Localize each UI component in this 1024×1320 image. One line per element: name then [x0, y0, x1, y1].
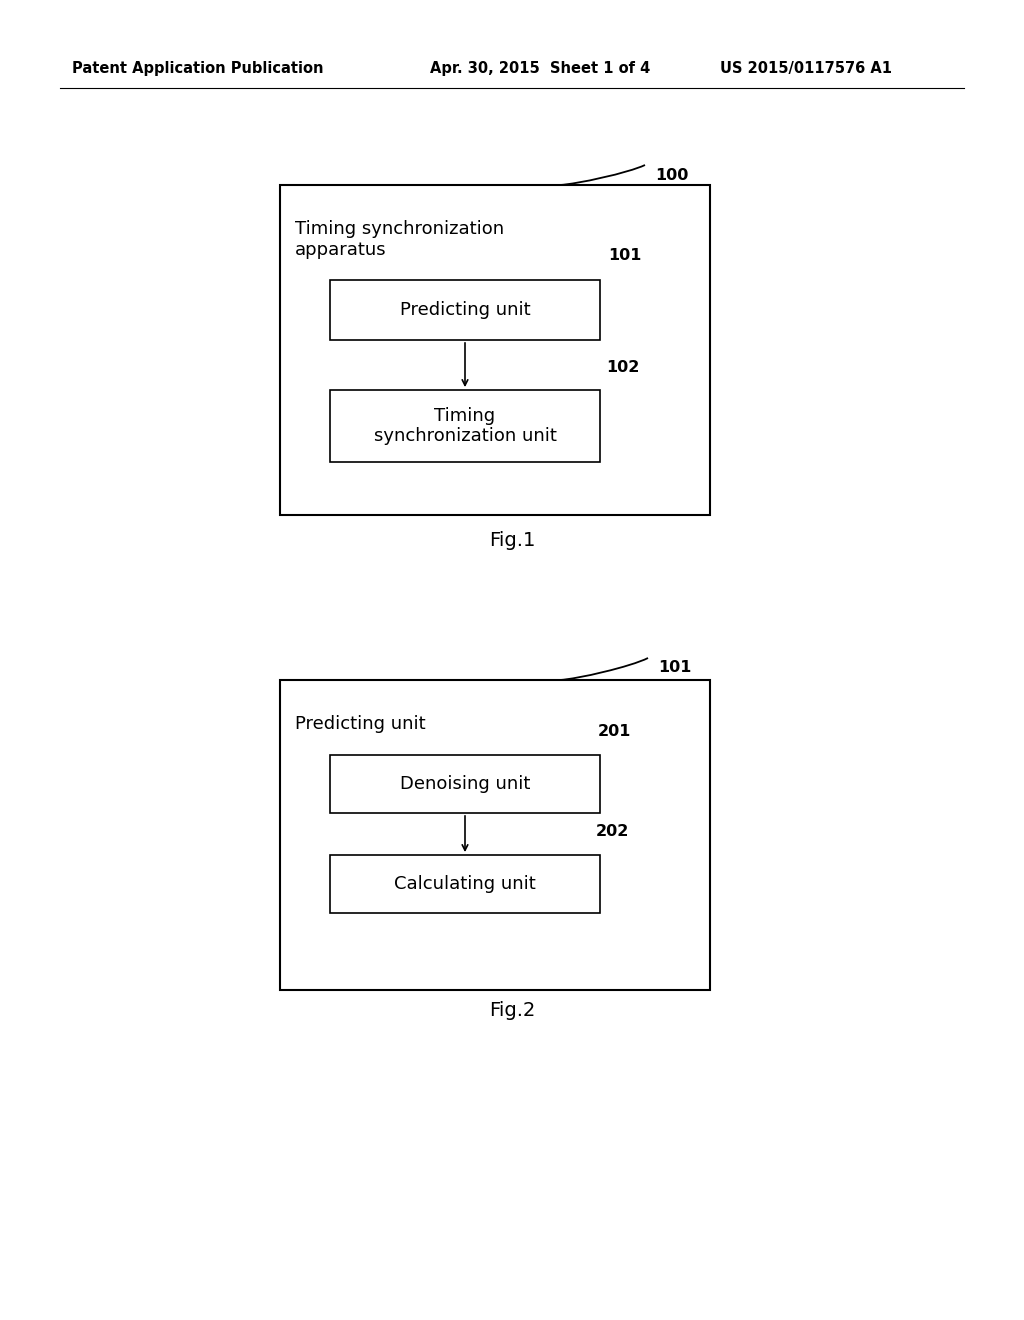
Text: Predicting unit: Predicting unit	[295, 715, 426, 733]
Text: Predicting unit: Predicting unit	[399, 301, 530, 319]
Bar	[280, 185, 710, 515]
Bar	[330, 389, 600, 462]
Text: US 2015/0117576 A1: US 2015/0117576 A1	[720, 61, 892, 75]
Bar	[330, 855, 600, 913]
Text: 100: 100	[655, 168, 688, 182]
Bar	[330, 755, 600, 813]
Text: Apr. 30, 2015  Sheet 1 of 4: Apr. 30, 2015 Sheet 1 of 4	[430, 61, 650, 75]
Text: Denoising unit: Denoising unit	[399, 775, 530, 793]
Text: Patent Application Publication: Patent Application Publication	[72, 61, 324, 75]
Bar	[330, 280, 600, 341]
Text: Fig.2: Fig.2	[488, 1001, 536, 1019]
Text: 102: 102	[606, 360, 639, 375]
Text: Fig.1: Fig.1	[488, 531, 536, 549]
Text: 101: 101	[608, 248, 641, 264]
Text: Timing synchronization
apparatus: Timing synchronization apparatus	[295, 220, 504, 259]
Text: 101: 101	[658, 660, 691, 676]
Text: Timing
synchronization unit: Timing synchronization unit	[374, 407, 556, 445]
Bar	[280, 680, 710, 990]
Text: Calculating unit: Calculating unit	[394, 875, 536, 894]
Text: 202: 202	[596, 824, 630, 838]
Text: 201: 201	[598, 723, 632, 738]
